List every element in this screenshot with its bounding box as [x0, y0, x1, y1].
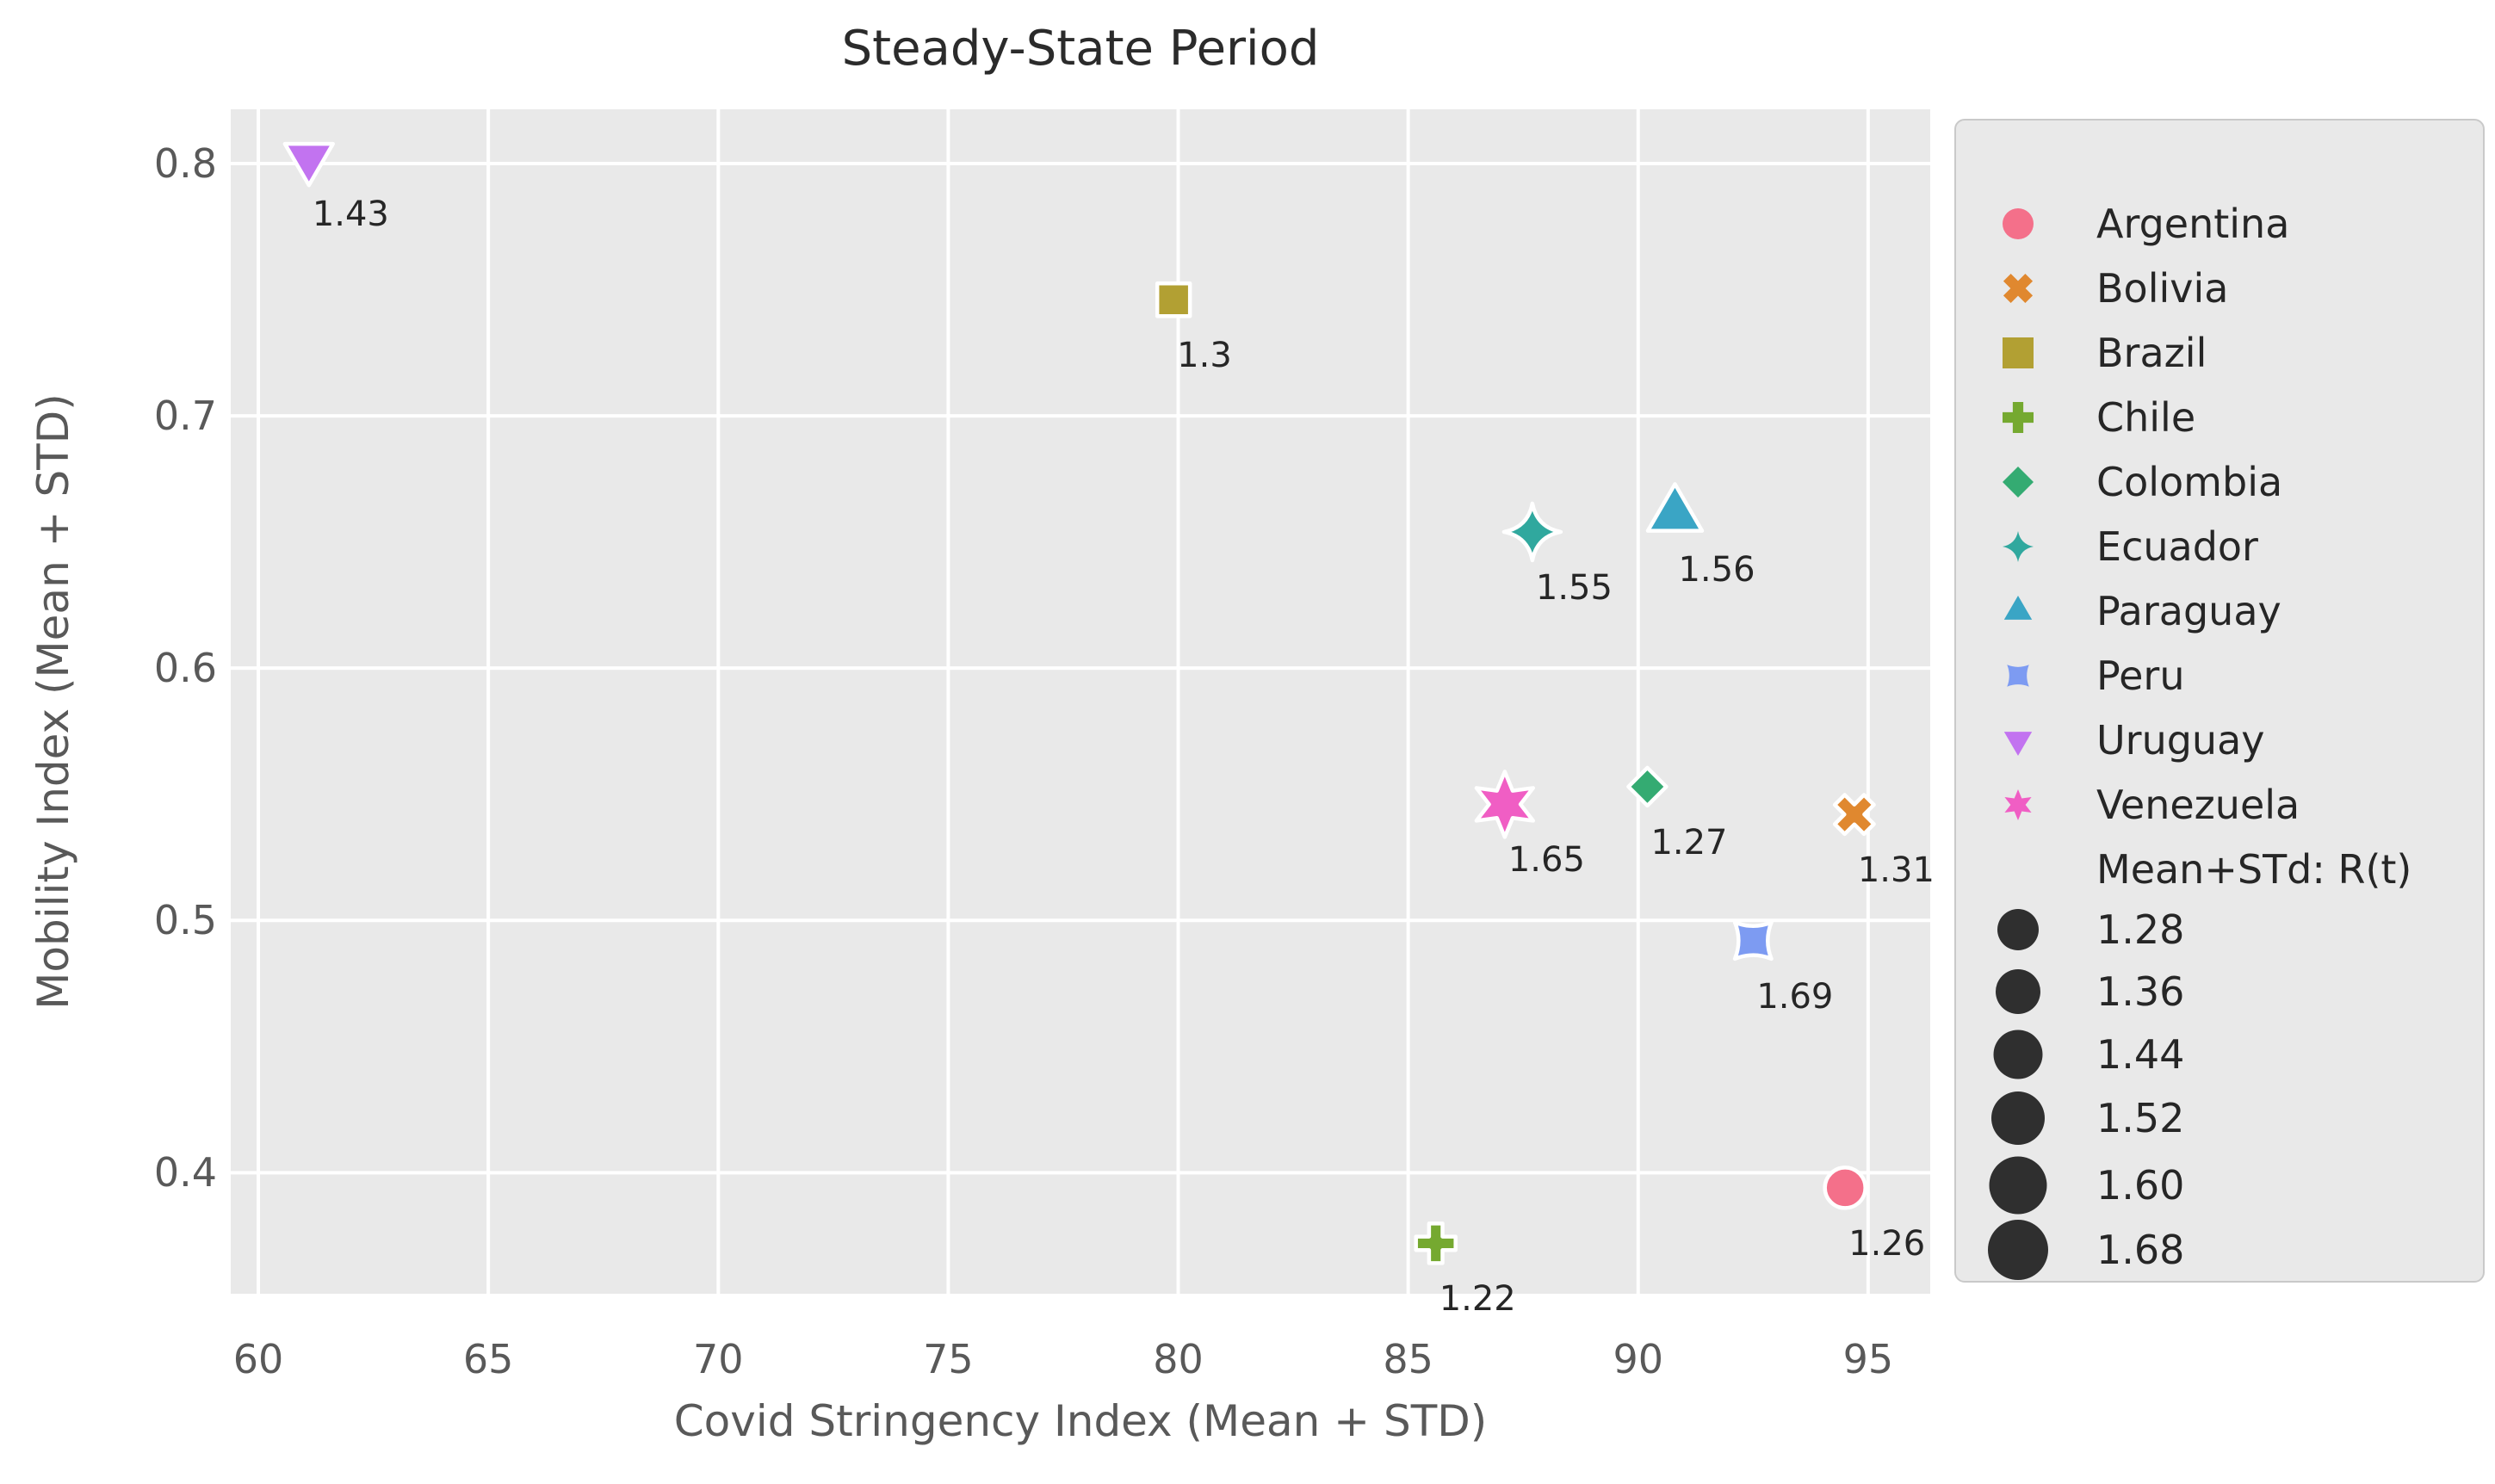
legend-size-label: 1.28 — [2096, 906, 2185, 953]
size-dot-icon — [1993, 1030, 2043, 1079]
xmark-icon — [1994, 264, 2042, 312]
plus-icon — [2003, 402, 2034, 433]
legend-size-label: 1.60 — [2096, 1162, 2185, 1209]
legend-label: Venezuela — [2096, 782, 2300, 828]
legend-label: Chile — [2096, 394, 2196, 441]
size-dot — [1996, 969, 2040, 1014]
point-label-venezuela: 1.65 — [1508, 840, 1585, 881]
data-point-bolivia — [1832, 793, 1876, 837]
legend-size-label: 1.52 — [2096, 1095, 2185, 1141]
legend-label: Argentina — [2096, 201, 2290, 247]
x-tick-label: 85 — [1383, 1336, 1433, 1382]
star6-icon — [2004, 789, 2032, 820]
legend: Argentina Bolivia Brazil Chile Colombia Ecuad… — [1954, 119, 2485, 1283]
x-tick-label: 60 — [232, 1336, 284, 1382]
legend-label: Peru — [2096, 652, 2185, 699]
y-axis-label: Mobility Index (Mean + STD) — [28, 393, 78, 1010]
diamond-glyph — [2003, 467, 2034, 498]
point-label-bolivia: 1.31 — [1857, 850, 1935, 891]
diamond-icon — [1994, 458, 2042, 506]
x-tick-label: 90 — [1613, 1336, 1664, 1382]
x-tick-label: 70 — [693, 1336, 744, 1382]
point-label-peru: 1.69 — [1756, 976, 1834, 1017]
data-point-colombia — [1626, 765, 1668, 808]
legend-label: Brazil — [2096, 330, 2207, 376]
y-tick-label: 0.6 — [153, 645, 217, 692]
legend-size-label: 1.44 — [2096, 1031, 2185, 1078]
size-dot-icon — [1994, 968, 2042, 1016]
point-label-argentina: 1.26 — [1848, 1223, 1926, 1264]
circle-icon — [1994, 200, 2042, 248]
point-label-colombia: 1.27 — [1650, 822, 1728, 863]
triangle-up-icon — [1994, 587, 2042, 635]
xmark-glyph — [2003, 273, 2034, 304]
legend-size-label: 1.68 — [2096, 1227, 2185, 1273]
size-dot — [1993, 1030, 2043, 1079]
star6-glyph — [2004, 789, 2032, 820]
star4-glyph — [2003, 531, 2034, 562]
star6-icon — [1994, 781, 2042, 829]
data-point-chile — [1414, 1221, 1458, 1265]
star4-icon — [2003, 531, 2034, 562]
data-point-venezuela — [1474, 770, 1535, 839]
square-icon — [1994, 329, 2042, 377]
circle-icon — [2003, 208, 2034, 239]
star4-icon — [1994, 522, 2042, 571]
star4-diag-glyph — [2007, 665, 2029, 687]
legend-label: Uruguay — [2096, 717, 2265, 764]
data-point-argentina — [1823, 1166, 1867, 1210]
size-dot-icon — [1989, 1156, 2047, 1215]
size-dot — [1991, 1091, 2045, 1145]
legend-label: Ecuador — [2096, 523, 2258, 570]
xmark-icon — [2003, 273, 2034, 304]
y-tick-label: 0.8 — [153, 140, 217, 187]
data-point-brazil — [1155, 281, 1192, 318]
size-dot-icon — [1991, 1091, 2045, 1145]
y-tick-label: 0.7 — [153, 393, 217, 440]
x-axis-label: Covid Stringency Index (Mean + STD) — [673, 1396, 1488, 1446]
x-tick-label: 80 — [1153, 1336, 1204, 1382]
data-point-uruguay — [282, 141, 335, 188]
point-label-uruguay: 1.43 — [312, 195, 389, 235]
size-dot — [1988, 1220, 2048, 1280]
y-tick-label: 0.5 — [153, 897, 217, 944]
size-dot — [1997, 909, 2039, 950]
x-tick-label: 75 — [923, 1336, 974, 1382]
star4-diag-icon — [2007, 665, 2029, 687]
data-point-paraguay — [1645, 482, 1705, 533]
size-dot-icon — [1994, 906, 2042, 954]
star4-diag-icon — [1994, 652, 2042, 700]
size-dot — [1989, 1156, 2047, 1215]
circle-glyph — [2003, 208, 2034, 239]
plus-icon — [1994, 393, 2042, 442]
triangle-down-glyph — [2003, 732, 2033, 756]
square-icon — [2003, 337, 2034, 368]
legend-size-label: 1.36 — [2096, 968, 2185, 1015]
square-glyph — [2003, 337, 2034, 368]
plus-glyph — [2003, 402, 2034, 433]
diamond-icon — [2003, 467, 2034, 498]
size-dot-icon — [1988, 1220, 2048, 1280]
x-tick-label: 95 — [1842, 1336, 1894, 1382]
point-label-ecuador: 1.55 — [1535, 567, 1613, 608]
data-point-peru — [1732, 920, 1774, 962]
point-label-chile: 1.22 — [1439, 1279, 1516, 1320]
point-label-paraguay: 1.56 — [1678, 550, 1755, 591]
data-point-ecuador — [1501, 501, 1563, 563]
triangle-down-icon — [1994, 716, 2042, 764]
triangle-down-icon — [2003, 732, 2033, 756]
triangle-up-glyph — [2003, 596, 2033, 620]
legend-size-title: Mean+STd: R(t) — [2096, 846, 2412, 893]
y-tick-label: 0.4 — [153, 1149, 217, 1196]
point-label-brazil: 1.3 — [1177, 336, 1232, 376]
legend-label: Colombia — [2096, 459, 2283, 505]
triangle-up-icon — [2003, 596, 2033, 620]
x-tick-label: 65 — [462, 1336, 514, 1382]
legend-label: Paraguay — [2096, 588, 2281, 634]
plot-area — [231, 109, 1930, 1294]
legend-label: Bolivia — [2096, 265, 2229, 312]
chart-title: Steady-State Period — [841, 21, 1320, 77]
